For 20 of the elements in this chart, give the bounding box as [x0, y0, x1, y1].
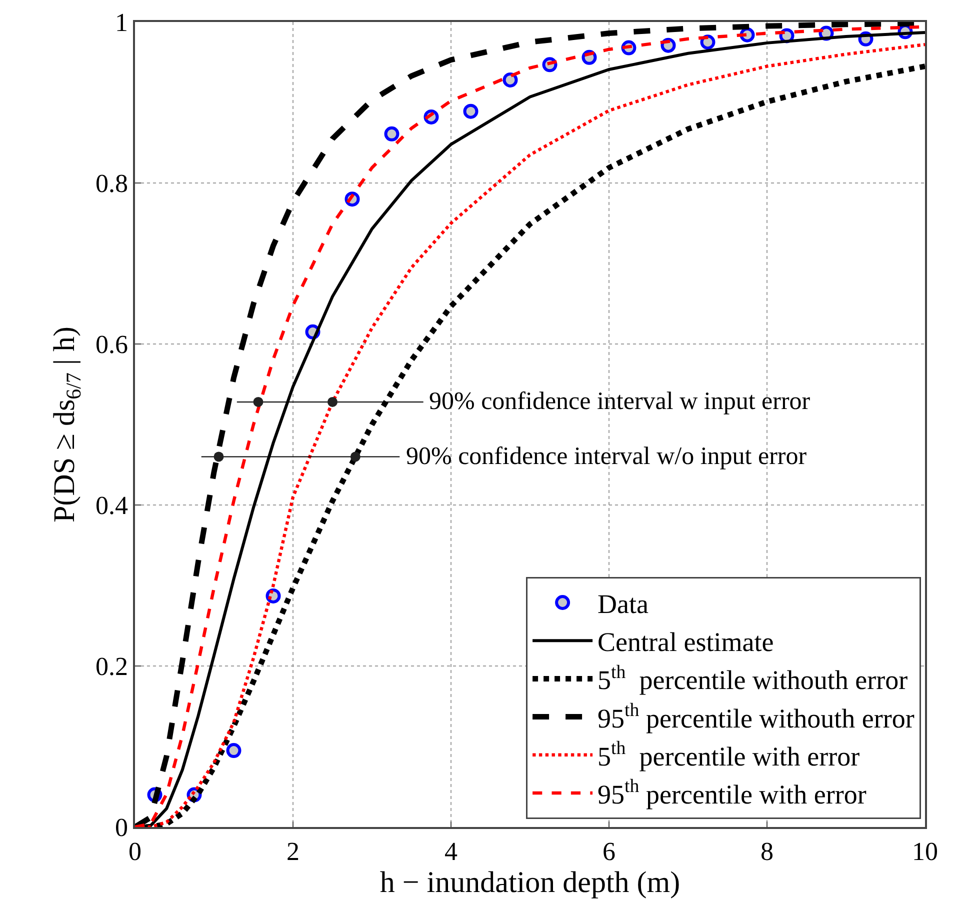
x-tick-label: 10: [912, 836, 938, 866]
legend-label: Central estimate: [598, 627, 774, 658]
annotation: 90% confidence interval w/o input error: [406, 443, 808, 470]
x-tick-label: 2: [286, 836, 300, 866]
x-tick-label: 6: [602, 836, 616, 866]
legend-label: 5$^{th}$ percentile with error: [598, 738, 860, 772]
y-tick-label: 0.2: [96, 652, 128, 682]
legend-label: Data: [598, 589, 649, 620]
x-tick-label: 8: [760, 836, 774, 866]
y-tick-label: 0.8: [96, 169, 128, 198]
x-tick-label: 4: [444, 836, 458, 866]
y-tick-label: 1: [115, 8, 128, 38]
x-axis-title: h − inundation depth (m): [380, 866, 680, 899]
legend-label: 95$^{th}$ percentile withouth error: [598, 700, 914, 734]
legend-label: 5$^{th}$ percentile withouth error: [598, 662, 908, 696]
annotation: 90% confidence interval w input error: [429, 388, 811, 415]
legend-label: 95$^{th}$ percentile with error: [598, 776, 866, 810]
y-tick-label: 0: [115, 813, 128, 842]
y-tick-label: 0.4: [96, 491, 128, 520]
y-tick-label: 0.6: [96, 330, 128, 360]
